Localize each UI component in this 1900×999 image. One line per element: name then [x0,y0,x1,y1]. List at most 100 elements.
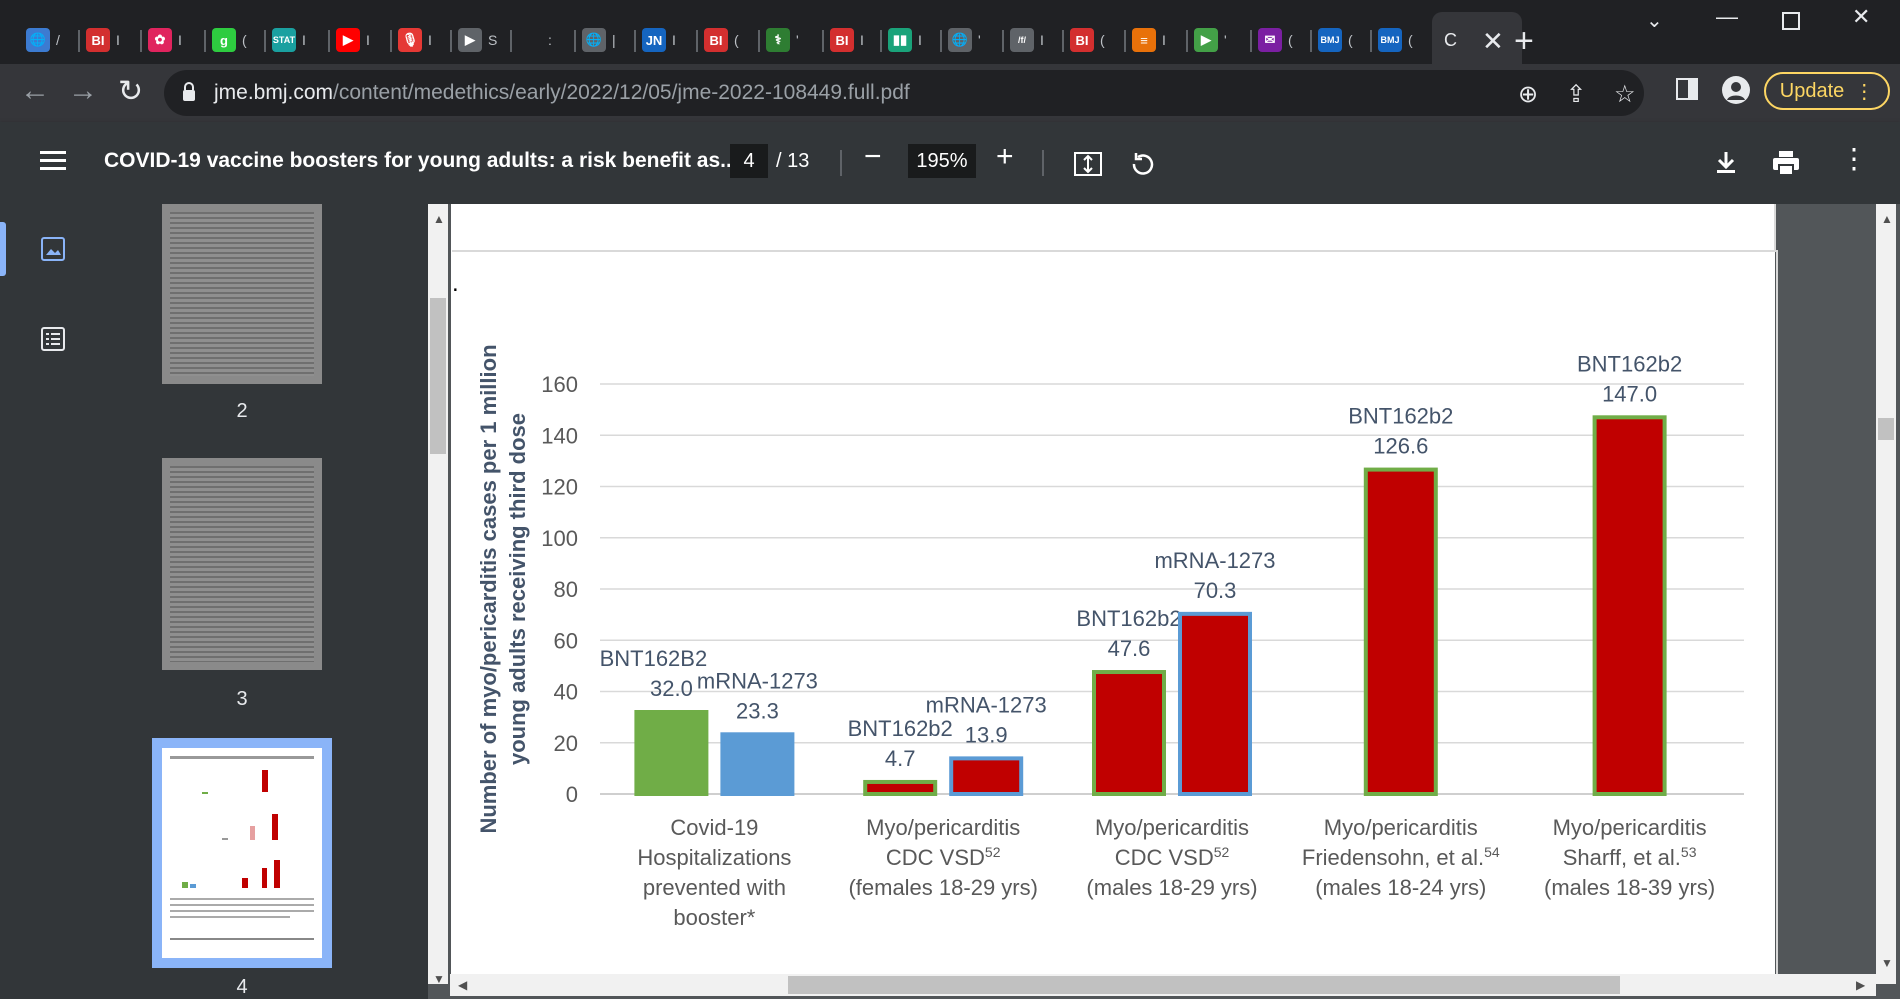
minimize-button[interactable]: — [1716,4,1738,29]
browser-tab[interactable]: 🎙 I [398,20,432,60]
page-scrollbar-thumb[interactable] [1878,418,1894,440]
page-thumbnail-2[interactable] [162,204,322,384]
browser-tab[interactable]: BI ( [1070,20,1105,60]
pdf-page [451,204,1775,978]
microphone-icon: 🎙 [398,28,422,52]
divider [1042,150,1044,176]
page-scrollbar[interactable]: ▲ ▼ [1876,204,1896,984]
download-icon[interactable] [1714,150,1738,174]
browser-tab[interactable]: g( [212,20,247,60]
series-label: mRNA-1273 [926,692,1047,717]
browser-tab[interactable]: JN I [642,20,676,60]
browser-tab[interactable]: BI I [86,20,120,60]
globe-icon: 🌐 [26,28,50,52]
scroll-down-arrow[interactable]: ▼ [433,972,445,986]
browser-tab[interactable]: 🌐 | [582,20,616,60]
browser-tab[interactable]: ▶ ' [1194,20,1227,60]
page-thumbnail-3[interactable] [162,458,322,670]
zoom-icon[interactable]: ⊕ [1518,81,1539,108]
category-label-line: Hospitalizations [637,845,791,870]
scroll-down-arrow[interactable]: ▼ [1881,956,1893,970]
back-button[interactable]: ← [20,74,50,107]
horizontal-scrollbar-thumb[interactable] [788,976,1620,994]
maximize-button[interactable] [1782,10,1800,36]
tab-title-fragment: I [428,32,432,48]
page-edge [1774,204,1776,250]
category-label-line: (males 18-39 yrs) [1544,875,1715,900]
browser-tab[interactable]: BMJ ( [1378,20,1413,60]
browser-tab[interactable]: STAT I [272,20,306,60]
y-axis-label-line2: young adults receiving third dose [505,413,530,765]
browser-tab[interactable]: BI ( [704,20,739,60]
new-tab-button[interactable]: + [1514,22,1534,60]
browser-tab[interactable]: 🌐 ' [948,20,981,60]
citation-superscript: 53 [1681,844,1697,860]
zoom-in-button[interactable]: + [996,140,1014,173]
close-tab-icon[interactable]: ✕ [1482,26,1504,56]
viewer-scrollbar-thumb[interactable] [430,298,446,454]
browser-tab[interactable]: : [518,20,552,60]
browser-tab[interactable]: ✉( [1258,20,1293,60]
tab-separator [880,30,882,52]
rotate-icon[interactable] [1128,150,1156,178]
bar [720,732,795,797]
blank-icon [518,28,542,52]
viewer-scrollbar[interactable]: ▲ ▼ [428,204,448,986]
browser-tab[interactable]: ▮▮ I [888,20,922,60]
caduceus-icon: ⚕ [766,28,790,52]
address-bar[interactable]: jme.bmj.com/content/medethics/early/2022… [164,70,1644,116]
tab-separator [140,30,142,52]
menu-icon[interactable] [40,150,66,172]
page-thumbnail-4[interactable] [162,748,322,958]
bookmark-star-icon[interactable]: ☆ [1614,81,1636,108]
category-label-line: Friedensohn, et al.54 [1302,844,1500,870]
forward-button[interactable]: → [68,74,98,107]
share-icon[interactable]: ⇪ [1566,81,1587,108]
close-window-button[interactable]: ✕ [1852,4,1871,29]
scroll-left-arrow[interactable]: ◀ [458,978,468,992]
more-actions-icon[interactable]: ⋮ [1840,143,1868,174]
browser-tab[interactable]: ⚕ ' [766,20,799,60]
series-label: BNT162b2 [1348,404,1453,429]
category-label-line: Sharff, et al.53 [1563,844,1697,870]
browser-tab[interactable]: ≡ I [1132,20,1166,60]
scroll-right-arrow[interactable]: ▶ [1856,978,1866,992]
browser-tab[interactable]: ✿ I [148,20,182,60]
scroll-up-arrow[interactable]: ▲ [1881,212,1893,226]
tab-separator [1370,30,1372,52]
series-label: BNT162b2 [1577,351,1682,376]
bmj-logo-icon: BMJ [1318,28,1342,52]
update-button[interactable]: Update ⋮ [1764,72,1890,110]
browser-tab[interactable]: ▶ I [336,20,370,60]
tab-title-fragment: ' [796,32,799,48]
browser-tab[interactable]: /f/I [1010,20,1044,60]
data-label: 47.6 [1108,636,1151,661]
fit-page-icon[interactable] [1074,152,1102,176]
zoom-out-button[interactable]: − [864,140,882,173]
profile-avatar[interactable] [1722,76,1750,104]
browser-tab[interactable]: 🌐 / [26,20,60,60]
selected-indicator [0,222,6,276]
tab-title-fragment: | [612,32,616,48]
tab-search-icon[interactable]: ⌄ [1646,10,1663,32]
y-tick-label: 40 [554,680,578,705]
print-icon[interactable] [1772,150,1800,176]
category-label-line: CDC VSD52 [886,844,1001,870]
reload-button[interactable]: ↻ [118,75,144,108]
series-label: BNT162b2 [848,716,953,741]
horizontal-scrollbar[interactable]: ◀ ▶ [450,974,1876,996]
browser-tab[interactable]: ▶ S [458,20,497,60]
tab-title-fragment: ( [242,32,247,48]
side-panel-icon[interactable] [1676,78,1698,100]
zoom-level-input[interactable]: 195% [908,144,976,178]
page-number-input[interactable]: 4 [730,144,768,178]
y-tick-label: 100 [541,526,578,551]
browser-tab[interactable]: BI I [830,20,864,60]
outline-icon[interactable] [40,326,66,352]
thumbnail-label: 3 [236,688,248,710]
bookmark-tag-icon: ▶ [458,28,482,52]
tab-separator [1124,30,1126,52]
browser-tab[interactable]: BMJ ( [1318,20,1353,60]
scroll-up-arrow[interactable]: ▲ [433,212,445,226]
thumbnails-icon[interactable] [40,236,66,262]
